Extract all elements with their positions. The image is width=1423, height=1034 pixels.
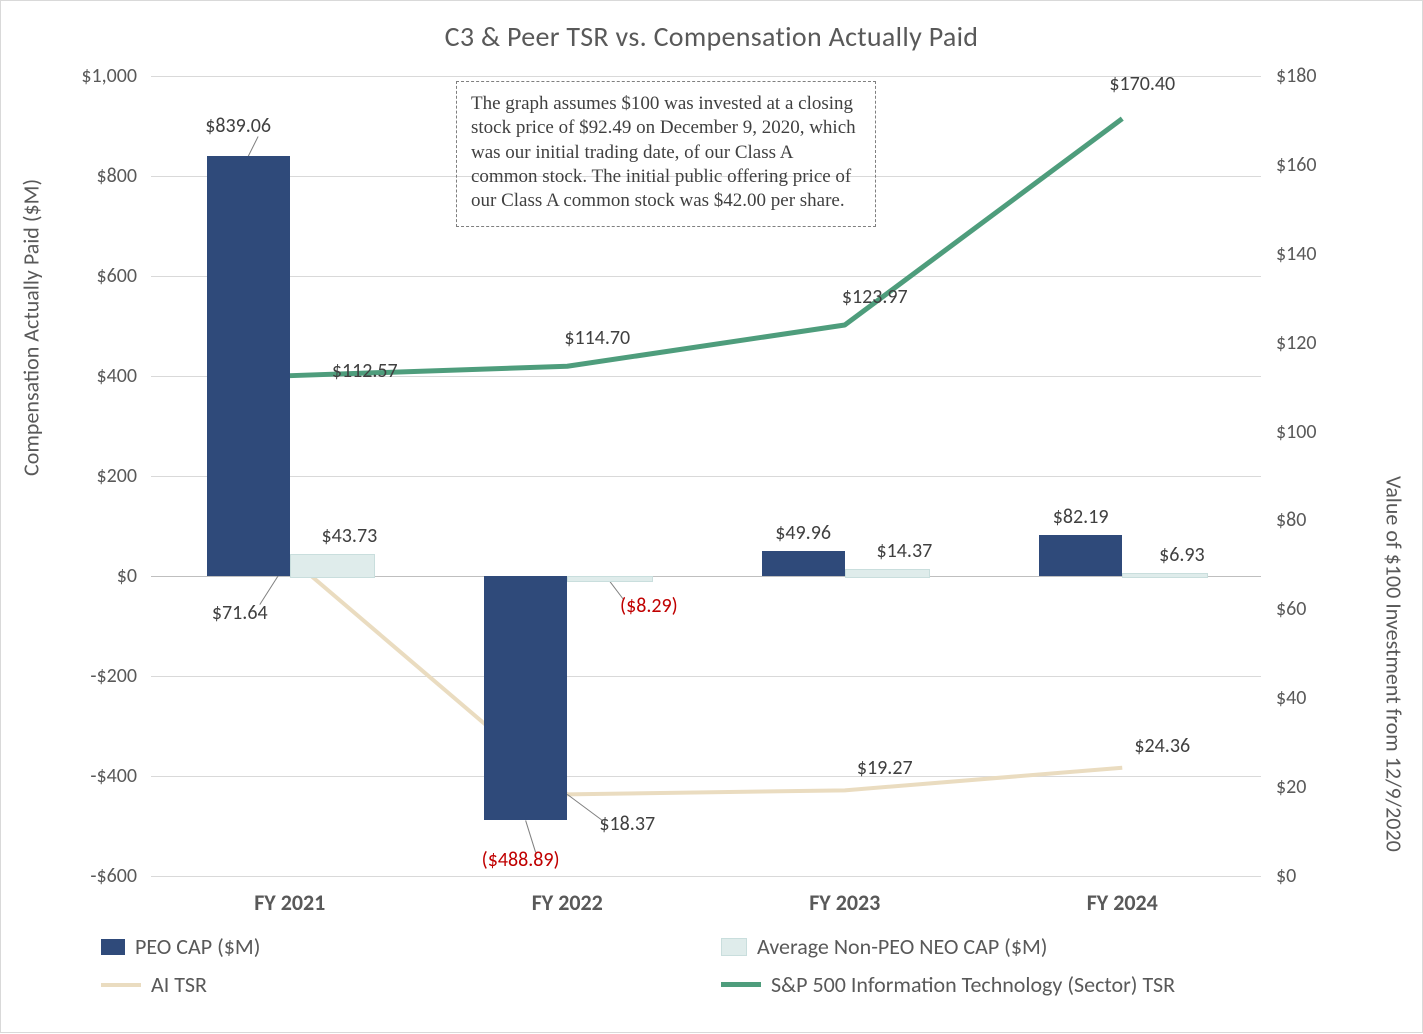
data-label: $43.73 [322, 524, 378, 548]
bar [1039, 535, 1122, 576]
annotation-box: The graph assumes $100 was invested at a… [456, 81, 876, 227]
data-label: $14.37 [877, 539, 933, 563]
legend-label: S&P 500 Information Technology (Sector) … [771, 971, 1175, 998]
data-label: $71.64 [212, 601, 268, 625]
bar [484, 576, 567, 820]
data-label: $18.37 [599, 812, 655, 836]
y-left-tick: -$600 [17, 864, 137, 888]
legend-swatch-box [721, 938, 747, 956]
y-left-tick: -$400 [17, 764, 137, 788]
data-label: $839.06 [205, 114, 271, 138]
bar [845, 569, 930, 578]
y-right-tick: $80 [1276, 508, 1396, 532]
y-axis-left-label: Compensation Actually Paid ($M) [18, 179, 45, 476]
data-label: ($488.89) [482, 848, 560, 872]
legend-label: AI TSR [151, 971, 207, 998]
data-label: $170.40 [1109, 72, 1175, 96]
y-left-tick: $200 [17, 464, 137, 488]
legend-item: AI TSR [101, 971, 207, 998]
x-category-label: FY 2023 [809, 889, 880, 916]
legend-item: PEO CAP ($M) [101, 933, 260, 960]
data-label: $24.36 [1134, 734, 1190, 758]
y-right-tick: $160 [1276, 153, 1396, 177]
y-right-tick: $40 [1276, 686, 1396, 710]
x-category-label: FY 2021 [254, 889, 325, 916]
y-right-tick: $0 [1276, 864, 1396, 888]
y-left-tick: -$200 [17, 664, 137, 688]
gridline [151, 876, 1261, 877]
y-left-tick: $800 [17, 164, 137, 188]
gridline [151, 676, 1261, 677]
gridline [151, 776, 1261, 777]
gridline [151, 376, 1261, 377]
data-label: $82.19 [1053, 505, 1109, 529]
legend-item: S&P 500 Information Technology (Sector) … [721, 971, 1175, 998]
y-left-tick: $400 [17, 364, 137, 388]
y-right-tick: $60 [1276, 597, 1396, 621]
y-right-tick: $140 [1276, 242, 1396, 266]
y-right-tick: $20 [1276, 775, 1396, 799]
data-label: $49.96 [775, 521, 831, 545]
bar [290, 554, 375, 578]
data-label: $6.93 [1159, 543, 1205, 567]
x-category-label: FY 2024 [1087, 889, 1158, 916]
data-label: $123.97 [842, 285, 908, 309]
legend-label: Average Non-PEO NEO CAP ($M) [757, 933, 1047, 960]
chart-container: C3 & Peer TSR vs. Compensation Actually … [0, 0, 1423, 1033]
bar [762, 551, 845, 576]
y-right-tick: $180 [1276, 64, 1396, 88]
data-label: $112.57 [332, 359, 398, 383]
y-left-tick: $600 [17, 264, 137, 288]
legend-swatch-line [101, 983, 141, 987]
gridline [151, 76, 1261, 77]
data-label: $114.70 [564, 326, 630, 350]
y-left-tick: $1,000 [17, 64, 137, 88]
legend-swatch-line [721, 982, 761, 987]
bar [1122, 573, 1207, 578]
bar [567, 576, 652, 582]
legend-label: PEO CAP ($M) [135, 933, 260, 960]
y-right-tick: $100 [1276, 420, 1396, 444]
bar [207, 156, 290, 576]
legend-item: Average Non-PEO NEO CAP ($M) [721, 933, 1047, 960]
legend: PEO CAP ($M) Average Non-PEO NEO CAP ($M)… [101, 933, 1351, 1013]
data-label: ($8.29) [620, 594, 678, 618]
gridline [151, 476, 1261, 477]
y-right-tick: $120 [1276, 331, 1396, 355]
gridline [151, 276, 1261, 277]
chart-title: C3 & Peer TSR vs. Compensation Actually … [1, 19, 1422, 54]
data-label: $19.27 [857, 756, 913, 780]
x-category-label: FY 2022 [532, 889, 603, 916]
legend-swatch-box [101, 939, 125, 955]
y-left-tick: $0 [17, 564, 137, 588]
